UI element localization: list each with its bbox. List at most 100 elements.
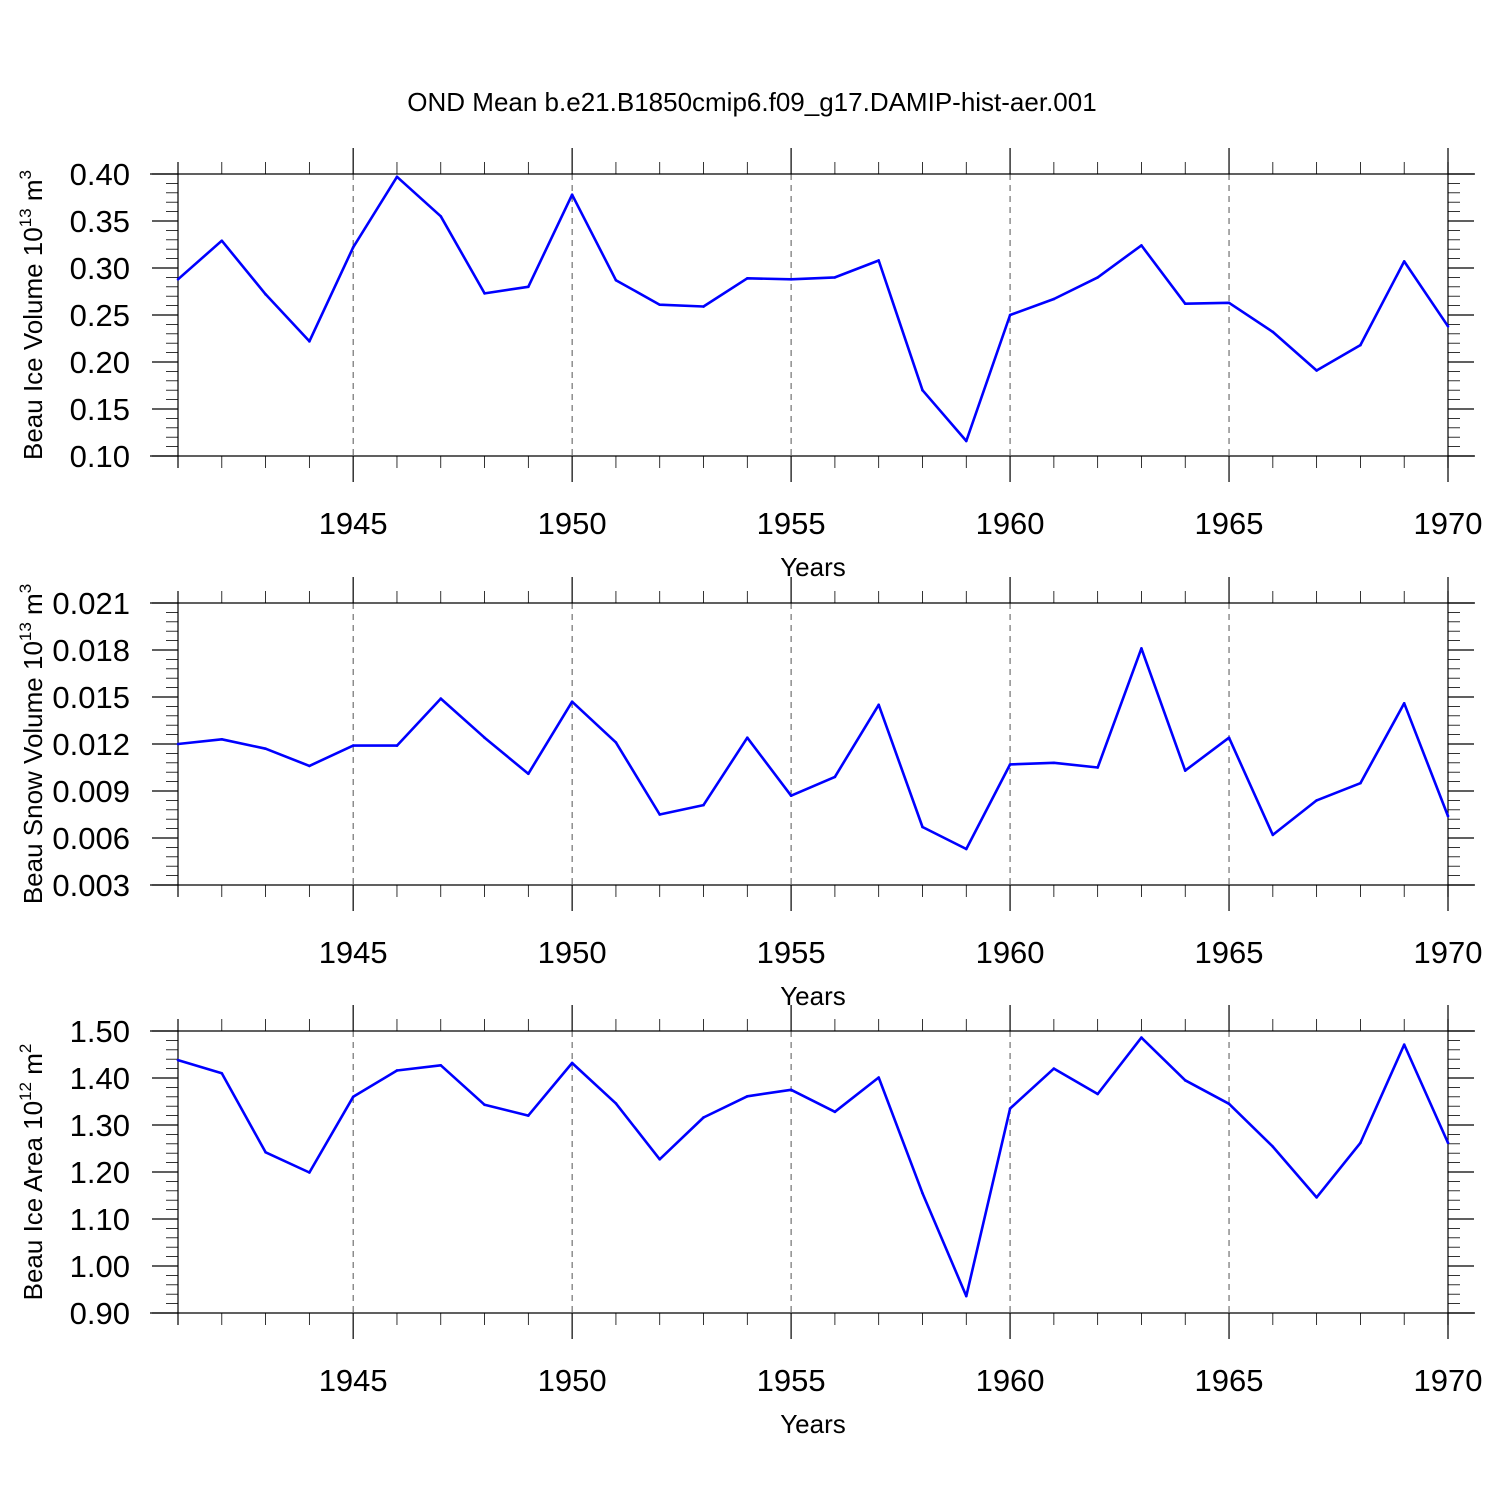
x-tick-label: 1960 xyxy=(976,935,1045,970)
y-tick-label: 0.25 xyxy=(70,298,130,333)
y-tick-label: 1.50 xyxy=(70,1014,130,1049)
data-point-1961 xyxy=(1052,761,1056,765)
series-line xyxy=(177,1036,1450,1298)
x-tick-label: 1945 xyxy=(319,506,388,541)
y-tick-label: 0.009 xyxy=(52,774,130,809)
y-axis-title-ylabel: Beau Ice Volume 10 xyxy=(18,227,48,460)
data-point-1959 xyxy=(964,439,968,443)
data-point-1960 xyxy=(1008,313,1012,317)
panel-2: 1945 1950 1955 1960 1965 1970 0.003 0.006 0.009 0… xyxy=(16,577,1482,1011)
y-axis-title-ylabel: Beau Ice Area 10 xyxy=(18,1101,48,1300)
data-point-1958 xyxy=(921,825,924,829)
data-point-1964 xyxy=(1183,1079,1187,1082)
data-point-1949 xyxy=(527,285,530,289)
x-tick-label: 1965 xyxy=(1195,1363,1264,1398)
y-axis-title: Beau Ice Volume 1013 m3 xyxy=(16,170,48,460)
data-point-1941 xyxy=(176,742,180,746)
data-point-1943 xyxy=(264,1150,267,1154)
y-tick-label: 0.15 xyxy=(70,392,130,427)
data-point-1970 xyxy=(1446,814,1450,818)
data-point-1963 xyxy=(1140,1036,1143,1039)
data-point-1955 xyxy=(789,277,793,281)
data-point-1944 xyxy=(308,1171,311,1174)
data-point-1950 xyxy=(570,193,574,196)
data-point-1944 xyxy=(308,340,311,343)
y-axis-title-ylabel-unit: m xyxy=(18,593,48,622)
series-line xyxy=(177,647,1450,851)
data-point-1956 xyxy=(833,276,837,279)
data-point-1962 xyxy=(1096,276,1099,279)
data-point-1951 xyxy=(614,1102,618,1105)
x-tick-label: 1945 xyxy=(319,1363,388,1398)
data-point-1960 xyxy=(1008,1107,1012,1110)
data-point-1948 xyxy=(483,736,486,740)
x-tick-label: 1955 xyxy=(757,506,826,541)
data-point-1948 xyxy=(483,1103,486,1107)
x-tick-label: 1970 xyxy=(1414,506,1483,541)
panel-1: 1945 1950 1955 1960 1965 1970 0.10 0.15 0.20 0.25… xyxy=(16,148,1482,582)
data-point-1947 xyxy=(439,1064,443,1067)
data-point-1963 xyxy=(1140,244,1143,247)
y-axis-title-ylabel-unit-exp: 3 xyxy=(16,584,35,593)
data-point-1947 xyxy=(439,215,443,218)
data-point-1966 xyxy=(1271,833,1275,837)
data-point-1970 xyxy=(1446,324,1450,328)
data-point-1946 xyxy=(395,744,399,747)
data-point-1942 xyxy=(220,239,224,243)
data-point-1962 xyxy=(1096,1092,1099,1096)
y-tick-label: 0.021 xyxy=(52,586,130,621)
y-tick-label: 0.35 xyxy=(70,204,130,239)
data-point-1948 xyxy=(483,292,486,295)
panels: 1945 1950 1955 1960 1965 1970 0.10 0.15 0.20 0.25… xyxy=(16,148,1482,1439)
data-point-1964 xyxy=(1183,769,1187,772)
data-point-1969 xyxy=(1402,1043,1406,1046)
y-tick-label: 0.30 xyxy=(70,251,130,286)
data-point-1963 xyxy=(1140,647,1143,650)
data-point-1942 xyxy=(220,1072,224,1075)
data-point-1967 xyxy=(1315,369,1318,372)
data-point-1952 xyxy=(658,1158,662,1161)
data-point-1969 xyxy=(1402,260,1406,263)
x-tick-label: 1950 xyxy=(538,1363,607,1398)
y-tick-label: 0.015 xyxy=(52,680,130,715)
data-point-1944 xyxy=(308,764,311,768)
y-axis-title-ylabel-exp: 13 xyxy=(16,208,35,227)
y-tick-label: 1.40 xyxy=(70,1061,130,1096)
data-point-1952 xyxy=(658,303,662,306)
data-point-1942 xyxy=(220,738,224,741)
series-line xyxy=(177,175,1450,443)
y-axis-title-ylabel-unit-exp: 2 xyxy=(16,1044,35,1053)
data-point-1966 xyxy=(1271,330,1275,334)
y-tick-label: 0.20 xyxy=(70,345,130,380)
data-point-1960 xyxy=(1008,763,1012,766)
y-axis-title-ylabel-exp: 12 xyxy=(16,1082,35,1101)
x-tick-label: 1970 xyxy=(1414,1363,1483,1398)
data-point-1946 xyxy=(395,175,399,179)
y-axis-title-ylabel: Beau Snow Volume 10 xyxy=(18,641,48,904)
x-axis-title: Years xyxy=(780,552,846,582)
data-point-1956 xyxy=(833,1110,837,1114)
y-axis-title: Beau Snow Volume 1013 m3 xyxy=(16,584,48,904)
data-point-1943 xyxy=(264,747,267,750)
data-point-1968 xyxy=(1359,781,1362,785)
data-point-1959 xyxy=(964,1294,968,1298)
data-point-1965 xyxy=(1227,1102,1231,1106)
data-point-1949 xyxy=(527,772,530,776)
data-point-1954 xyxy=(746,1095,749,1098)
data-point-1968 xyxy=(1359,1141,1362,1145)
data-point-1967 xyxy=(1315,1196,1318,1199)
data-point-1957 xyxy=(877,259,880,262)
data-point-1950 xyxy=(570,1061,574,1065)
y-tick-label: 0.90 xyxy=(70,1296,130,1331)
x-tick-label: 1945 xyxy=(319,935,388,970)
y-tick-label: 0.003 xyxy=(52,868,130,903)
data-point-1954 xyxy=(746,277,749,280)
data-point-1964 xyxy=(1183,302,1187,306)
y-tick-label: 0.40 xyxy=(70,157,130,192)
data-point-1958 xyxy=(921,388,924,392)
data-point-1961 xyxy=(1052,297,1056,301)
data-point-1951 xyxy=(614,741,618,744)
y-tick-label: 1.30 xyxy=(70,1108,130,1143)
data-point-1965 xyxy=(1227,301,1231,305)
